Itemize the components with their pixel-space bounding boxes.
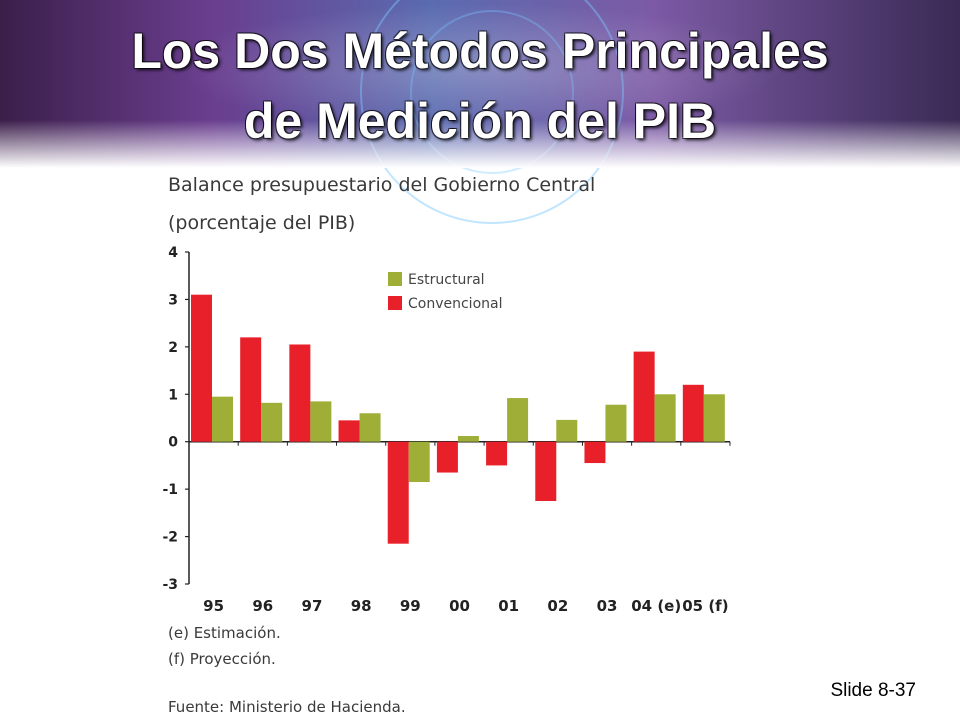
y-tick-label--3: -3 (162, 577, 178, 593)
bar-convencional-00 (436, 441, 458, 473)
x-tick-label-04e: 04 (e) (631, 597, 681, 615)
x-tick-label-98: 98 (351, 597, 372, 615)
banner-ring-decoration-inner (410, 10, 574, 174)
bar-estructural-97 (310, 401, 332, 442)
bar-convencional-04e (633, 351, 655, 442)
bar-estructural-03 (605, 404, 627, 442)
bar-estructural-02 (556, 419, 578, 442)
slide-title-line-1: Los Dos Métodos Principales (131, 23, 829, 79)
chart-title: Balance presupuestario del Gobierno Cent… (168, 174, 596, 196)
note-projection: (f) Proyección. (168, 650, 276, 668)
bar-estructural-00 (457, 436, 479, 442)
source-note: Fuente: Ministerio de Hacienda. (168, 698, 406, 716)
x-tick-label-97: 97 (302, 597, 323, 615)
legend-swatch-convencional (388, 296, 402, 310)
bar-convencional-97 (289, 344, 311, 442)
bar-convencional-01 (486, 441, 508, 466)
y-tick-label-3: 3 (168, 292, 178, 308)
bar-estructural-99 (408, 441, 430, 483)
bar-convencional-99 (387, 441, 409, 544)
x-tick-label-01: 01 (498, 597, 519, 615)
bar-convencional-03 (584, 441, 606, 464)
bar-estructural-98 (359, 413, 381, 442)
note-estimation: (e) Estimación. (168, 624, 281, 642)
bar-estructural-96 (261, 402, 283, 442)
x-tick-label-95: 95 (203, 597, 224, 615)
x-tick-label-00: 00 (449, 597, 470, 615)
slide-title-line-2: de Medición del PIB (243, 93, 717, 149)
bar-convencional-02 (535, 441, 557, 501)
y-tick-label--1: -1 (162, 482, 178, 498)
chart-subtitle: (porcentaje del PIB) (168, 212, 356, 234)
bar-convencional-98 (338, 420, 360, 442)
bar-estructural-01 (507, 398, 529, 442)
y-tick-label-0: 0 (168, 435, 178, 451)
y-tick-label-2: 2 (168, 340, 178, 356)
bar-estructural-05f (703, 394, 725, 442)
y-tick-label-1: 1 (168, 387, 178, 403)
x-tick-label-05f: 05 (f) (682, 597, 728, 615)
bar-convencional-05f (682, 384, 704, 442)
slide-number: Slide 8-37 (830, 680, 916, 701)
x-tick-label-02: 02 (547, 597, 568, 615)
legend-label-estructural: Estructural (408, 272, 485, 288)
bar-estructural-95 (212, 396, 233, 442)
legend-label-convencional: Convencional (408, 296, 502, 312)
x-tick-label-99: 99 (400, 597, 421, 615)
x-tick-label-96: 96 (252, 597, 273, 615)
y-tick-label-4: 4 (168, 245, 178, 261)
bar-convencional-95 (191, 294, 212, 442)
bar-estructural-04e (654, 394, 676, 442)
y-tick-label--2: -2 (162, 530, 178, 546)
legend-swatch-estructural (388, 272, 402, 286)
header-banner (0, 0, 960, 224)
x-tick-label-03: 03 (597, 597, 618, 615)
bar-convencional-96 (240, 337, 262, 442)
